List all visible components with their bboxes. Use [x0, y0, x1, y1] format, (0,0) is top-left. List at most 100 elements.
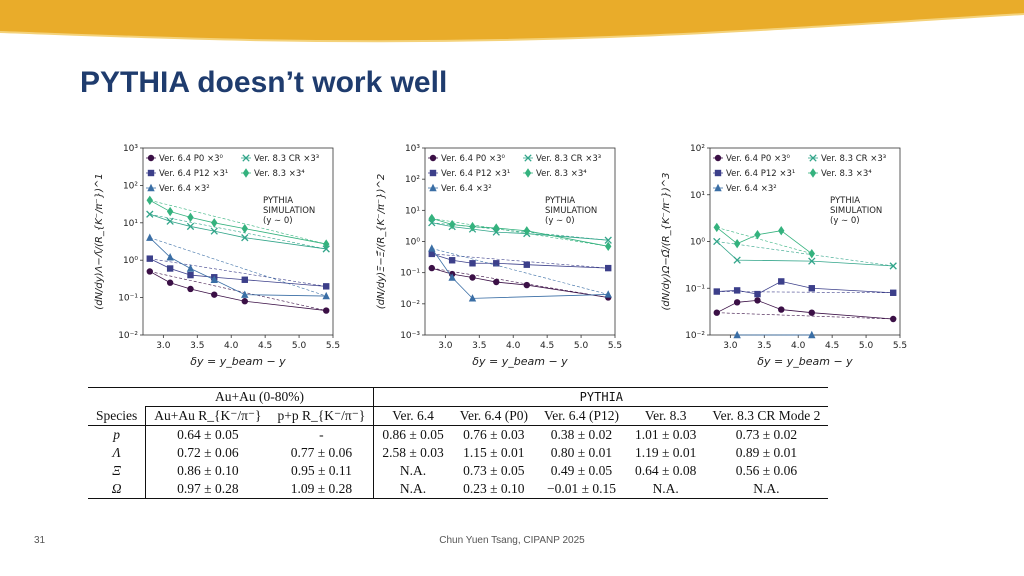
col-header: Ver. 8.3 — [644, 408, 687, 423]
table-cell: 0.64 ± 0.05 — [145, 425, 270, 444]
data-point — [754, 297, 761, 304]
y-axis-label: (dN/dy)Λ−Λ̄/(R_{K⁻/π⁻})^1 — [94, 173, 105, 309]
fit-line — [716, 227, 812, 254]
legend-marker — [429, 154, 437, 162]
legend-marker — [429, 169, 437, 177]
legend-entry: Ver. 6.4 P0 ×3⁰ — [146, 154, 223, 164]
table-cell: 0.38 ± 0.02 — [535, 425, 627, 444]
y-tick-label: 10⁻³ — [400, 331, 420, 341]
legend-label: Ver. 6.4 P0 ×3⁰ — [726, 154, 790, 164]
table-cell: 0.89 ± 0.01 — [735, 445, 798, 460]
data-point — [428, 244, 436, 252]
y-tick-label: 10³ — [405, 144, 420, 154]
legend-label: Ver. 6.4 ×3² — [159, 184, 210, 194]
simulation-annotation: SIMULATION — [545, 206, 597, 216]
data-point — [778, 278, 785, 285]
series-1 — [713, 278, 897, 298]
table-cell: 0.95 ± 0.11 — [269, 462, 375, 480]
data-point — [890, 315, 897, 323]
legend-label: Ver. 6.4 ×3² — [441, 184, 492, 194]
data-point — [889, 262, 897, 270]
data-point — [493, 260, 500, 267]
data-point — [322, 245, 330, 253]
table-cell: Λ — [88, 444, 147, 462]
data-point — [211, 218, 218, 228]
x-tick-label: 3.0 — [723, 341, 738, 351]
series-line — [431, 222, 609, 241]
chart-omega: 3.0 3.5 4.0 4.5 5.0 5.5 10⁻² 10⁻¹ 10⁰ 10¹ 10² δy = … — [655, 140, 915, 370]
col-header: Species — [88, 406, 147, 426]
table-header-blank — [88, 387, 146, 407]
fit-line — [716, 312, 894, 320]
simulation-annotation: SIMULATION — [830, 206, 882, 216]
series-line — [149, 199, 327, 245]
legend-entry: Ver. 6.4 ×3² — [428, 183, 492, 194]
data-point — [808, 248, 815, 259]
legend-label: Ver. 8.3 CR ×3³ — [254, 154, 319, 164]
table-row: Λ 0.72 ± 0.06 0.77 ± 0.06 2.58 ± 0.03 1.15 ±… — [88, 444, 828, 462]
data-point — [187, 212, 194, 223]
x-tick-label: 3.5 — [472, 341, 486, 351]
table-cell: 0.72 ± 0.06 — [177, 445, 239, 460]
legend-marker — [809, 154, 817, 162]
x-tick-label: 3.5 — [757, 341, 771, 351]
legend-marker — [147, 183, 155, 192]
data-point — [605, 264, 612, 272]
data-point — [186, 222, 195, 231]
chart-xi: 3.0 3.5 4.0 4.5 5.0 5.5 10⁻³ 10⁻² 10⁻¹ 10⁰ 10¹ 10² 1… — [370, 140, 630, 370]
table-row: Ω 0.97 ± 0.28 1.09 ± 0.28 N.A. 0.23 ± 0.10 −0… — [88, 480, 829, 499]
y-tick-label: 10⁻¹ — [685, 284, 705, 294]
table-cell: 0.73 ± 0.02 — [704, 425, 829, 444]
data-point — [890, 289, 897, 296]
col-header: Au+Au R_{K⁻/π⁻} — [154, 408, 262, 423]
table-cell: 0.86 ± 0.05 — [373, 425, 452, 444]
col-header: Ver. 6.4 — [392, 408, 434, 423]
data-point — [146, 233, 154, 241]
top-banner — [0, 0, 1024, 43]
legend-label: Ver. 8.3 ×3⁴ — [254, 169, 305, 179]
col-header: Ver. 6.4 (P12) — [543, 408, 619, 423]
series-3 — [146, 210, 330, 253]
data-point — [166, 279, 174, 286]
x-tick-label: 3.5 — [190, 341, 204, 351]
x-axis-label: δy = y_beam − y — [757, 355, 853, 368]
data-point — [241, 290, 249, 298]
results-table: Au+Au (0-80%) PYTHIA Species Au+Au R_{K⁻… — [88, 387, 829, 499]
legend-marker — [429, 183, 437, 192]
legend-entry: Ver. 6.4 ×3² — [146, 183, 210, 194]
simulation-annotation: PYTHIA — [830, 196, 860, 206]
y-tick-label: 10⁻² — [118, 331, 138, 341]
table-cell: 0.77 ± 0.06 — [269, 444, 375, 462]
data-point — [323, 239, 330, 249]
table-cell: 0.97 ± 0.28 — [145, 480, 270, 499]
x-tick-label: 3.0 — [156, 341, 171, 351]
data-point — [778, 306, 785, 313]
table-cell: 1.01 ± 0.03 — [626, 425, 705, 444]
legend-entry: Ver. 6.4 P12 ×3¹ — [428, 169, 510, 179]
y-tick-label: 10¹ — [405, 206, 420, 216]
data-point — [713, 222, 720, 233]
legend-marker — [714, 183, 722, 192]
data-point — [754, 290, 761, 298]
x-tick-label: 5.5 — [893, 341, 907, 351]
fit-line — [431, 253, 609, 269]
series-3 — [428, 219, 612, 244]
x-tick-label: 3.0 — [438, 341, 453, 351]
data-point — [469, 260, 476, 267]
legend-entry: Ver. 8.3 CR ×3³ — [523, 154, 601, 164]
x-tick-label: 5.0 — [292, 341, 307, 351]
legend-label: Ver. 6.4 P12 ×3¹ — [726, 169, 795, 179]
legend-entry: Ver. 8.3 CR ×3³ — [241, 154, 319, 164]
legend-entry: Ver. 8.3 CR ×3³ — [808, 154, 886, 164]
x-axis-label: δy = y_beam − y — [472, 355, 568, 368]
series-line — [431, 248, 609, 299]
series-line — [431, 218, 609, 247]
data-point — [733, 256, 741, 264]
group-header-auau: Au+Au (0-80%) — [145, 387, 375, 407]
data-point — [187, 271, 194, 279]
series-line — [149, 213, 327, 250]
fit-line — [431, 267, 609, 298]
x-tick-label: 5.5 — [608, 341, 622, 351]
data-point — [211, 291, 218, 298]
data-point — [754, 229, 761, 240]
